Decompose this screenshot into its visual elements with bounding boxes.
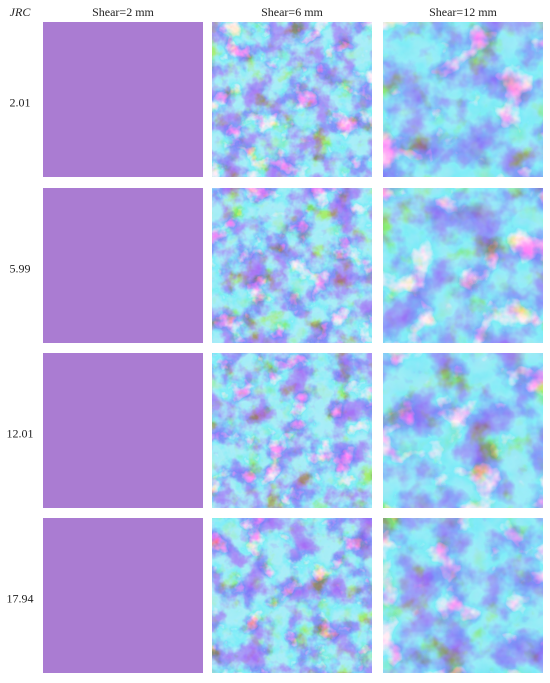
surface-map <box>383 188 543 343</box>
surface-map <box>212 22 372 177</box>
row-label: 5.99 <box>10 261 31 275</box>
column-header: Shear=6 mm <box>261 5 323 19</box>
surface-map <box>43 22 203 177</box>
surface-map <box>383 518 543 673</box>
column-header: Shear=2 mm <box>92 5 154 19</box>
column-header: Shear=12 mm <box>429 5 497 19</box>
row-label: 12.01 <box>7 426 34 440</box>
surface-map <box>43 353 203 508</box>
surface-map <box>43 518 203 673</box>
row-label: 17.94 <box>7 591 34 605</box>
surface-map <box>383 22 543 177</box>
surface-map <box>383 353 543 508</box>
row-title: JRC <box>10 5 32 19</box>
surface-map <box>43 188 203 343</box>
surface-map <box>212 353 372 508</box>
surface-map <box>212 518 372 673</box>
surface-map <box>212 188 372 343</box>
row-label: 2.01 <box>10 95 31 109</box>
